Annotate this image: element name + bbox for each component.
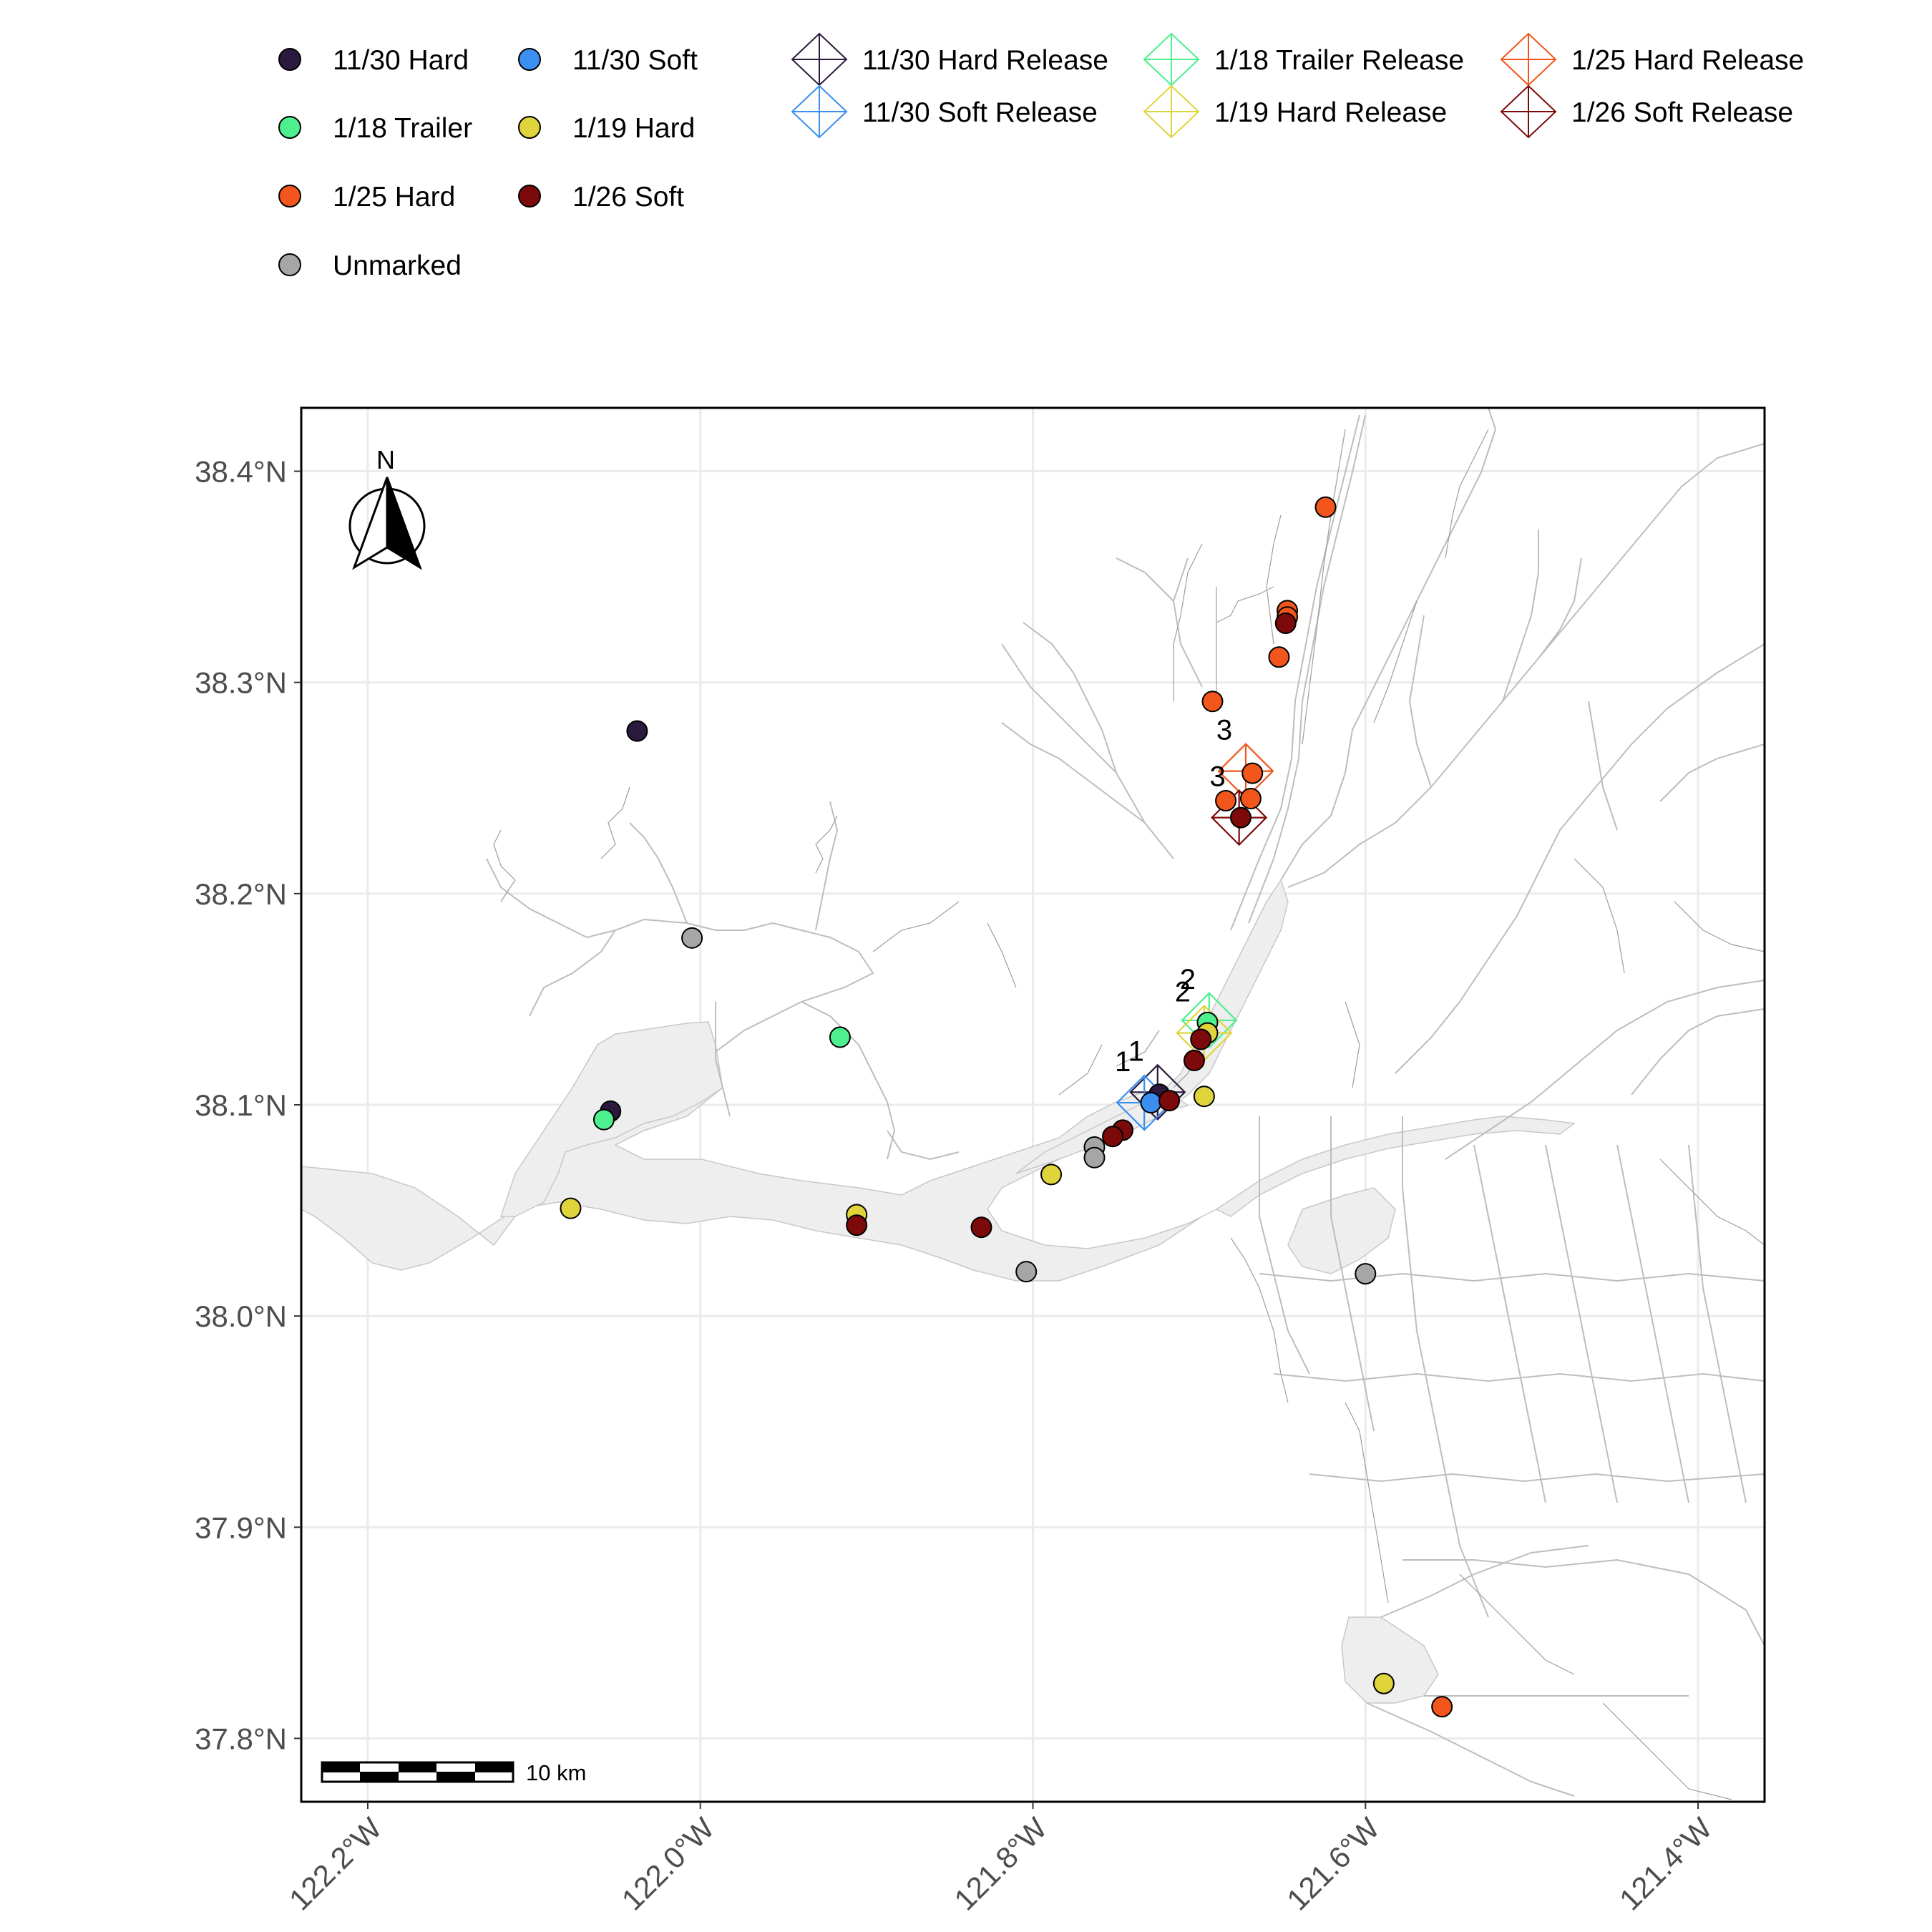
legend-label: 1/25 Hard	[333, 182, 455, 213]
legend-dot-icon	[278, 48, 301, 71]
detection-point	[1083, 1146, 1106, 1169]
y-tick-label: 38.1°N	[195, 1088, 287, 1122]
detection-point	[592, 1108, 615, 1131]
legend-label: 1/19 Hard Release	[1214, 97, 1447, 128]
detection-point	[560, 1197, 582, 1219]
legend-label: 11/30 Soft	[572, 45, 698, 76]
legend-item-1-25-hard-release: 1/25 Hard Release	[1500, 32, 1804, 87]
legend-item-1-26-soft: 1/26 Soft	[518, 182, 684, 213]
legend-item-11-30-soft: 11/30 Soft	[518, 45, 698, 76]
release-number-label: 2	[1180, 964, 1196, 995]
legend-dot-icon	[518, 116, 541, 139]
legend-label: 1/26 Soft	[572, 182, 684, 213]
legend: 11/30 Hard 11/30 Soft 1/18 Trailer 1/19 …	[278, 32, 1804, 281]
scale-bar: 10 km	[321, 1760, 586, 1785]
legend-dot-icon	[278, 185, 301, 208]
legend-label: 11/30 Hard Release	[862, 45, 1108, 76]
san-joaquin-river	[1215, 1116, 1576, 1217]
legend-item-1-26-soft-release: 1/26 Soft Release	[1500, 84, 1793, 139]
legend-item-11-30-hard-release: 11/30 Hard Release	[791, 32, 1108, 87]
detection-point	[1372, 1672, 1395, 1694]
detection-point	[829, 1026, 851, 1048]
forebay-water	[1341, 1616, 1439, 1704]
legend-item-1-18-trailer: 1/18 Trailer	[278, 113, 472, 144]
detection-point	[1268, 646, 1290, 668]
detection-point	[970, 1216, 992, 1239]
release-number-label: 1	[1128, 1035, 1144, 1067]
legend-item-1-19-hard-release: 1/19 Hard Release	[1143, 84, 1447, 139]
legend-item-1-19-hard: 1/19 Hard	[518, 113, 695, 144]
north-arrow-icon: N	[348, 445, 426, 570]
detection-point	[1190, 1028, 1212, 1050]
release-number-label: 2	[1175, 977, 1191, 1008]
legend-label: 11/30 Hard	[333, 45, 469, 76]
release-diamond-icon	[1500, 32, 1557, 87]
release-number-label: 3	[1216, 715, 1232, 746]
y-tick-label: 37.9°N	[195, 1511, 287, 1544]
release-marker: 3	[1210, 761, 1268, 847]
legend-item-1-25-hard: 1/25 Hard	[278, 182, 455, 213]
release-diamond-icon	[1143, 32, 1200, 87]
detection-point	[1158, 1090, 1181, 1112]
detection-point	[1183, 1050, 1205, 1072]
legend-dot-icon	[278, 253, 301, 276]
legend-label: 1/26 Soft Release	[1571, 97, 1793, 128]
minor-lines	[493, 429, 1765, 1800]
legend-item-1-18-trailer-release: 1/18 Trailer Release	[1143, 32, 1464, 87]
legend-item-unmarked: Unmarked	[278, 250, 462, 281]
legend-label: Unmarked	[333, 250, 462, 281]
legend-item-11-30-soft-release: 11/30 Soft Release	[791, 84, 1098, 139]
detection-point	[1201, 691, 1224, 713]
channel-lines	[486, 408, 1765, 1797]
y-tick-label: 38.2°N	[195, 877, 287, 911]
release-number-label: 3	[1210, 761, 1226, 793]
legend-dot-icon	[278, 116, 301, 139]
detection-point	[1241, 762, 1264, 784]
x-tick-label: 121.4°W	[1613, 1811, 1719, 1917]
legend-label: 1/25 Hard Release	[1571, 45, 1804, 76]
legend-label: 1/19 Hard	[572, 113, 695, 144]
detection-point	[1355, 1263, 1377, 1285]
legend-dot-icon	[518, 185, 541, 208]
delta-lake-water	[1287, 1187, 1396, 1274]
gridlines	[301, 408, 1765, 1802]
y-tick-label: 38.0°N	[195, 1299, 287, 1333]
detection-point	[1431, 1696, 1453, 1718]
release-number-label: 1	[1115, 1046, 1131, 1078]
x-tick-label: 122.0°W	[615, 1811, 721, 1917]
legend-label: 11/30 Soft Release	[862, 97, 1098, 128]
detection-point	[1314, 496, 1337, 518]
detection-point	[1239, 788, 1262, 810]
detection-point	[626, 720, 648, 742]
detection-point	[1102, 1126, 1124, 1148]
release-diamond-icon	[1500, 84, 1557, 139]
x-tick-label: 122.2°W	[283, 1811, 389, 1917]
detection-point	[1274, 613, 1297, 635]
north-label: N	[376, 445, 395, 474]
y-tick-label: 38.4°N	[195, 455, 287, 489]
release-diamond-icon	[791, 32, 848, 87]
scale-bar-label: 10 km	[526, 1760, 586, 1785]
release-diamond-icon	[1143, 84, 1200, 139]
detection-point	[1040, 1163, 1063, 1186]
x-tick-label: 121.6°W	[1280, 1811, 1386, 1917]
detection-point	[1229, 806, 1252, 829]
x-tick-label: 121.8°W	[947, 1811, 1053, 1917]
legend-label: 1/18 Trailer	[333, 113, 472, 144]
detection-point	[846, 1214, 868, 1236]
detection-points	[560, 496, 1453, 1718]
legend-label: 1/18 Trailer Release	[1214, 45, 1464, 76]
release-diamond-icon	[791, 84, 848, 139]
detection-point	[1215, 789, 1237, 811]
detection-point	[681, 927, 703, 949]
legend-item-11-30-hard: 11/30 Hard	[278, 45, 469, 76]
detection-point	[1193, 1085, 1215, 1108]
y-tick-label: 38.3°N	[195, 666, 287, 700]
y-tick-label: 37.8°N	[195, 1722, 287, 1755]
legend-dot-icon	[518, 48, 541, 71]
detection-point	[1015, 1261, 1038, 1283]
detection-point	[1140, 1092, 1162, 1114]
